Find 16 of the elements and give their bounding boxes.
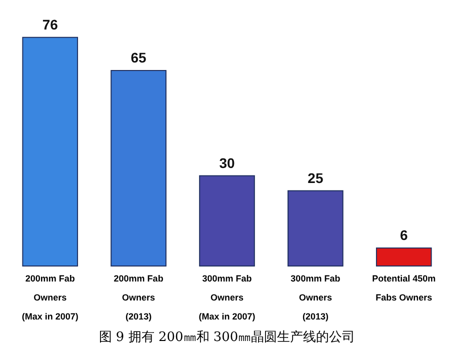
- text: 图 9 拥有 200㎜和 300㎜晶圆生产线的公司: [98, 330, 356, 345]
- bar: [22, 36, 78, 266]
- x-tick-label: 200mm Fab Owners (2013): [114, 274, 164, 322]
- x-tick-label: 200mm Fab Owners (Max in 2007): [22, 274, 78, 322]
- data-label: 25: [308, 170, 324, 186]
- data-label: 6: [400, 226, 408, 243]
- bar: [199, 175, 255, 266]
- data-label: 65: [130, 50, 147, 66]
- x-tick-label: 300mm Fab Owners (2013): [290, 274, 341, 322]
- bar: [288, 190, 344, 266]
- x-tick-label: Potential 450m Fabs Owners: [372, 274, 436, 302]
- bar: [376, 247, 432, 266]
- data-label: 30: [219, 154, 235, 171]
- x-tick-label: 300mm Fab Owners (Max in 2007): [198, 274, 256, 322]
- bar: [110, 70, 166, 266]
- data-label: 76: [42, 16, 58, 32]
